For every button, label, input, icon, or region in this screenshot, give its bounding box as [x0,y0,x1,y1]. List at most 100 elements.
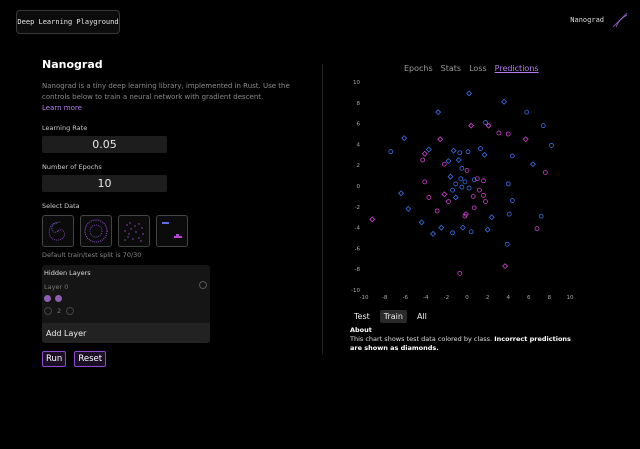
prediction-point [453,181,459,187]
remove-layer-icon[interactable] [199,281,207,289]
prediction-point [506,211,512,217]
epochs-label: Number of Epochs [42,163,102,171]
add-layer-button[interactable]: Add Layer [42,323,210,343]
x-tick-label: 8 [548,295,552,301]
y-tick-label: -6 [355,246,361,252]
incorrect-prediction-point [401,135,408,142]
incorrect-prediction-point [529,161,536,168]
incorrect-prediction-point [468,122,475,129]
x-tick-label: -2 [444,295,449,301]
incorrect-prediction-point [501,98,508,105]
app-title-button[interactable]: Deep Learning Playground [16,10,120,34]
epochs-input[interactable]: 10 [42,175,167,192]
learning-rate-label: Learning Rate [42,124,88,132]
run-button[interactable]: Run [42,351,67,367]
prediction-point [462,179,468,185]
prediction-point [420,157,426,163]
y-tick-label: 8 [357,101,361,107]
learn-more-link[interactable]: Learn more [42,104,82,112]
prediction-point [450,187,455,193]
tab-test[interactable]: Test [354,312,370,321]
prediction-point [446,199,451,204]
tab-stats[interactable]: Stats [440,64,462,73]
remove-neuron-icon[interactable] [44,307,52,315]
incorrect-prediction-point [437,136,444,143]
tab-loss[interactable]: Loss [469,64,487,73]
x-tick-label: 2 [486,295,490,301]
x-tick-label: -4 [423,295,429,301]
prediction-point [483,199,488,204]
incorrect-prediction-point [445,158,452,165]
x-tick-label: 4 [506,295,510,301]
brand[interactable]: Nanograd [570,10,630,30]
prediction-point [534,226,540,232]
incorrect-prediction-point [435,109,442,116]
prediction-point [465,149,471,155]
dataset-selector [42,215,212,247]
spiral-dataset-icon [48,221,65,241]
y-tick-label: 6 [357,122,361,128]
prediction-point [450,230,455,236]
prediction-point [496,130,502,136]
x-tick-label: 6 [527,295,531,301]
predictions-chart: 10 8 6 4 2 0 -2 -4 -6 -8 -10 -10 -8 -6 -4 -2 0 2 4 6 8 10 [342,76,582,306]
about-section: About This chart shows test data colored… [350,326,580,353]
incorrect-prediction-point [459,224,466,231]
tab-epochs[interactable]: Epochs [404,64,433,73]
y-tick-label: 4 [357,142,361,148]
tab-all[interactable]: All [416,312,427,321]
prediction-point [459,184,465,190]
layer-0-label: Layer 0 [44,283,69,291]
circle-dataset-icon [84,219,108,243]
prediction-point [540,123,546,129]
add-neuron-icon[interactable] [66,307,75,315]
reset-button[interactable]: Reset [74,351,107,367]
prediction-point [505,131,511,137]
hidden-layers-title: Hidden Layers [44,269,91,277]
dataset-circle[interactable] [80,215,112,247]
neuron-controls: 2 [44,307,75,315]
incorrect-prediction-point [463,211,469,218]
neuron-icon [55,295,62,302]
prediction-point [509,198,515,203]
incorrect-prediction-point [430,230,436,237]
prediction-point [471,177,477,183]
prediction-point [504,241,510,247]
x-tick-label: -10 [360,295,369,301]
learning-rate-input[interactable]: 0.05 [42,136,167,153]
incorrect-prediction-point [441,191,448,198]
x-tick-label: -8 [382,295,388,301]
incorrect-prediction-point [481,151,488,158]
action-buttons: Run Reset [42,351,212,367]
dataset-xor[interactable] [156,215,188,247]
incorrect-prediction-point [447,173,454,180]
data-split-tabs: Test Train All [350,310,431,323]
prediction-point [468,229,474,235]
tab-predictions[interactable]: Predictions [494,64,539,73]
prediction-point [464,168,470,173]
prediction-point [458,176,464,182]
prediction-point [538,213,544,219]
vertical-divider [322,64,323,354]
about-title: About [350,326,372,334]
prediction-point [481,192,486,198]
about-bold-text: Incorrect predictions are shown as diamo… [350,335,571,352]
prediction-point [477,146,483,151]
incorrect-prediction-point [522,136,529,143]
tab-train[interactable]: Train [379,310,407,323]
dataset-spiral[interactable] [42,215,74,247]
prediction-point [524,109,530,115]
hidden-layers-panel: Hidden Layers Layer 0 2 Add Layer [42,265,210,343]
y-tick-label: 2 [357,163,361,169]
prediction-point [388,149,394,155]
y-tick-label: -4 [355,226,361,232]
prediction-point [457,270,463,276]
incorrect-prediction-point [502,263,509,270]
prediction-point [483,120,488,125]
select-data-label: Select Data [42,202,80,210]
incorrect-prediction-point [485,122,492,129]
split-note: Default train/test split is 70/30 [42,251,142,259]
dataset-gaussian[interactable] [118,215,150,247]
x-tick-label: -6 [402,295,408,301]
prediction-point [542,170,548,175]
